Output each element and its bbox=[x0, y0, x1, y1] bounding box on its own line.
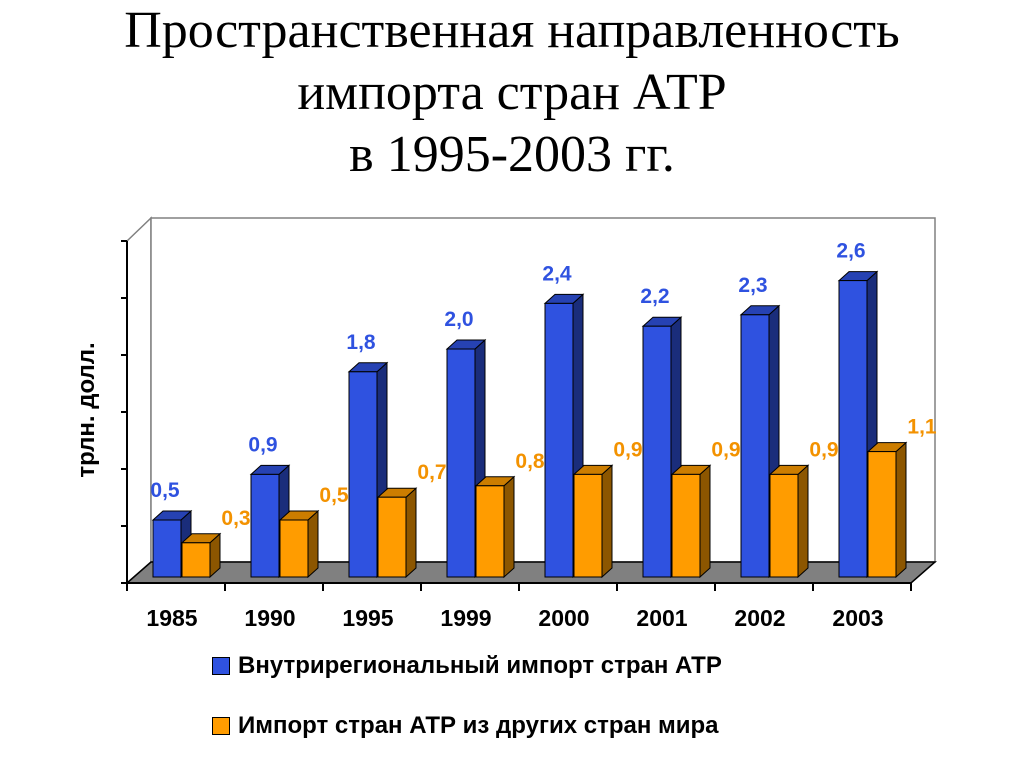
data-label: 0,7 bbox=[417, 461, 446, 484]
legend-label-series-2: Импорт стран АТР из других стран мира bbox=[238, 712, 719, 739]
bar-side bbox=[699, 464, 711, 579]
bar-external-2001 bbox=[671, 473, 701, 578]
data-label: 2,4 bbox=[542, 262, 572, 285]
data-label: 1,1 bbox=[907, 416, 937, 439]
data-label: 0,5 bbox=[150, 479, 180, 502]
bar-external-2000 bbox=[573, 473, 603, 578]
bar-intraregional-1985 bbox=[152, 519, 182, 578]
bar-side bbox=[503, 475, 515, 579]
x-tick-label: 2000 bbox=[538, 605, 589, 631]
data-label: 2,6 bbox=[836, 240, 865, 263]
x-tick-label: 1985 bbox=[146, 605, 197, 631]
data-label: 0,9 bbox=[711, 438, 740, 461]
bar-side bbox=[307, 509, 319, 579]
x-tick-label: 2001 bbox=[636, 605, 687, 631]
data-label: 0,9 bbox=[248, 433, 277, 456]
bar-intraregional-2003 bbox=[838, 280, 868, 578]
chart-title: Пространственная направленность импорта … bbox=[0, 0, 1024, 186]
data-label: 0,3 bbox=[221, 507, 250, 530]
chart-title-line-2: импорта стран АТР bbox=[297, 64, 727, 121]
bar-intraregional-2001 bbox=[642, 325, 672, 578]
x-tick-label: 1990 bbox=[244, 605, 295, 631]
legend-label-series-1: Внутрирегиональный импорт стран АТР bbox=[238, 652, 722, 679]
legend-item-series-2: Импорт стран АТР из других стран мира bbox=[212, 712, 719, 740]
bar-external-2002 bbox=[769, 473, 799, 578]
chart-title-line-3: в 1995-2003 гг. bbox=[349, 126, 675, 183]
bar-external-1995 bbox=[377, 496, 407, 578]
y-axis-label: трлн. долл. bbox=[73, 342, 100, 477]
data-label: 0,8 bbox=[515, 450, 545, 473]
x-tick-label: 2002 bbox=[734, 605, 785, 631]
x-tick-label: 1995 bbox=[342, 605, 393, 631]
bar-external-1990 bbox=[279, 519, 309, 578]
side-wall bbox=[126, 216, 152, 585]
bar-external-2003 bbox=[867, 451, 897, 578]
bar-intraregional-1999 bbox=[446, 348, 476, 578]
bar-intraregional-1990 bbox=[250, 473, 280, 578]
bar-side bbox=[797, 464, 809, 579]
data-label: 0,5 bbox=[319, 484, 349, 507]
chart-floor bbox=[125, 561, 937, 584]
bar-external-1985 bbox=[181, 542, 211, 578]
data-label: 0,9 bbox=[809, 438, 838, 461]
data-label: 2,3 bbox=[738, 274, 767, 297]
legend-swatch-series-2 bbox=[212, 717, 230, 735]
bar-side bbox=[601, 464, 613, 579]
data-label: 2,0 bbox=[444, 308, 473, 331]
bar-side bbox=[895, 441, 907, 579]
bar-intraregional-2000 bbox=[544, 302, 574, 578]
data-label: 0,9 bbox=[613, 438, 642, 461]
bar-intraregional-2002 bbox=[740, 314, 770, 578]
bar-side bbox=[405, 487, 417, 579]
x-tick-label: 2003 bbox=[832, 605, 883, 631]
x-tick-label: 1999 bbox=[440, 605, 491, 631]
chart-title-line-1: Пространственная направленность bbox=[124, 2, 900, 59]
bar-external-1999 bbox=[475, 485, 505, 578]
legend-swatch-series-1 bbox=[212, 657, 230, 675]
data-label: 2,2 bbox=[640, 285, 669, 308]
bar-intraregional-1995 bbox=[348, 371, 378, 578]
legend-item-series-1: Внутрирегиональный импорт стран АТР bbox=[212, 652, 722, 680]
data-label: 1,8 bbox=[346, 331, 376, 354]
